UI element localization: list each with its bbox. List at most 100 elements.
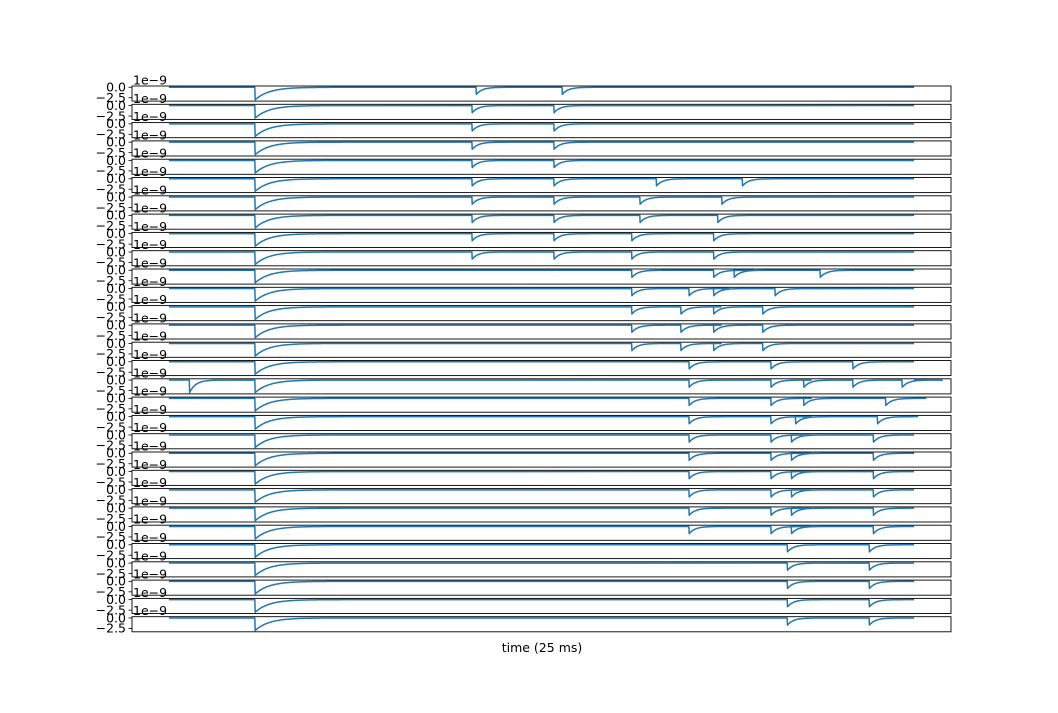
offset-label-12: 1e−9 — [133, 274, 167, 289]
y-tick-label-15-1: 0.0 — [106, 336, 126, 351]
offset-label-10: 1e−9 — [133, 237, 167, 252]
panel-frame-10 — [131, 250, 952, 267]
y-tick-label-26-1: 0.0 — [106, 537, 126, 552]
panel-frame-5 — [131, 158, 952, 175]
panel-frame-17 — [131, 378, 952, 395]
panel-frame-22 — [131, 469, 952, 486]
y-tick-label-12-1: 0.0 — [106, 281, 126, 296]
y-tick-label-21-1: 0.0 — [106, 446, 126, 461]
offset-label-8: 1e−9 — [133, 201, 167, 216]
trace-17 — [168, 379, 943, 394]
y-tick-label-13-1: 0.0 — [106, 299, 126, 314]
panel-frame-25 — [131, 524, 952, 541]
y-tick-label-23-1: 0.0 — [106, 482, 126, 497]
panel-frame-12 — [131, 286, 952, 303]
y-tick-label-14-2: −2.5 — [96, 328, 126, 343]
trace-26 — [168, 544, 915, 559]
y-tick-label-6-1: 0.0 — [106, 171, 126, 186]
trace-23 — [168, 489, 915, 504]
offset-label-3: 1e−9 — [133, 109, 167, 124]
offset-label-6: 1e−9 — [133, 164, 167, 179]
trace-2 — [168, 104, 915, 119]
trace-9 — [168, 232, 915, 247]
panel-frame-18 — [131, 396, 952, 413]
y-tick-label-29-2: −2.5 — [96, 602, 126, 617]
offset-label-18: 1e−9 — [133, 384, 167, 399]
panel-frame-15 — [131, 341, 952, 358]
panel-frame-9 — [131, 231, 952, 248]
panel-frame-7 — [131, 195, 952, 212]
y-tick-label-28-2: −2.5 — [96, 584, 126, 599]
trace-28 — [168, 580, 915, 595]
y-tick-label-10-2: −2.5 — [96, 255, 126, 270]
offset-label-2: 1e−9 — [133, 91, 167, 106]
y-tick-label-18-2: −2.5 — [96, 401, 126, 416]
y-tick-label-20-1: 0.0 — [106, 427, 126, 442]
panel-frame-11 — [131, 268, 952, 285]
trace-21 — [168, 452, 915, 467]
offset-label-26: 1e−9 — [133, 530, 167, 545]
panel-frame-28 — [131, 579, 952, 596]
trace-19 — [168, 415, 919, 430]
y-tick-label-26-2: −2.5 — [96, 548, 126, 563]
y-tick-label-16-1: 0.0 — [106, 354, 126, 369]
panel-frame-27 — [131, 561, 952, 578]
y-tick-label-27-1: 0.0 — [106, 555, 126, 570]
y-tick-label-22-1: 0.0 — [106, 464, 126, 479]
trace-22 — [168, 470, 915, 485]
y-tick-label-19-1: 0.0 — [106, 409, 126, 424]
trace-27 — [168, 562, 915, 577]
panel-frame-4 — [131, 140, 952, 157]
trace-4 — [168, 141, 915, 156]
trace-5 — [168, 159, 915, 174]
panels-group: 0.0−2.51e−90.0−2.51e−90.0−2.51e−90.0−2.5… — [96, 73, 952, 636]
y-tick-label-8-1: 0.0 — [106, 208, 126, 223]
y-tick-label-5-1: 0.0 — [106, 153, 126, 168]
y-tick-label-4-2: −2.5 — [96, 145, 126, 160]
panel-frame-24 — [131, 506, 952, 523]
offset-label-17: 1e−9 — [133, 365, 167, 380]
y-tick-label-7-2: −2.5 — [96, 200, 126, 215]
offset-label-20: 1e−9 — [133, 420, 167, 435]
y-tick-label-3-1: 0.0 — [106, 116, 126, 131]
trace-14 — [168, 324, 915, 339]
y-tick-label-30-1: 0.0 — [106, 610, 126, 625]
offset-label-5: 1e−9 — [133, 146, 167, 161]
y-tick-label-30-2: −2.5 — [96, 621, 126, 636]
offset-label-25: 1e−9 — [133, 512, 167, 527]
y-tick-label-20-2: −2.5 — [96, 438, 126, 453]
offset-label-4: 1e−9 — [133, 127, 167, 142]
panel-frame-19 — [131, 414, 952, 431]
y-tick-label-5-2: −2.5 — [96, 163, 126, 178]
trace-12 — [168, 287, 915, 302]
y-tick-label-13-2: −2.5 — [96, 310, 126, 325]
y-tick-label-28-1: 0.0 — [106, 574, 126, 589]
offset-label-9: 1e−9 — [133, 219, 167, 234]
offset-label-21: 1e−9 — [133, 439, 167, 454]
trace-20 — [168, 434, 915, 449]
trace-10 — [168, 251, 915, 266]
y-tick-label-27-2: −2.5 — [96, 566, 126, 581]
y-tick-label-8-2: −2.5 — [96, 218, 126, 233]
panel-frame-16 — [131, 360, 952, 377]
trace-16 — [168, 361, 915, 376]
panel-frame-21 — [131, 451, 952, 468]
panel-frame-14 — [131, 323, 952, 340]
trace-30 — [168, 617, 915, 632]
trace-13 — [168, 306, 915, 321]
offset-label-19: 1e−9 — [133, 402, 167, 417]
offset-label-7: 1e−9 — [133, 182, 167, 197]
offset-label-29: 1e−9 — [133, 585, 167, 600]
y-tick-label-1-2: −2.5 — [96, 90, 126, 105]
y-tick-label-4-1: 0.0 — [106, 134, 126, 149]
y-tick-label-19-2: −2.5 — [96, 419, 126, 434]
x-axis-label: time (25 ms) — [502, 640, 583, 655]
trace-11 — [168, 269, 915, 284]
panel-frame-23 — [131, 488, 952, 505]
trace-6 — [168, 178, 915, 193]
y-tick-label-11-1: 0.0 — [106, 263, 126, 278]
trace-24 — [168, 507, 915, 522]
offset-label-24: 1e−9 — [133, 493, 167, 508]
panel-frame-1 — [131, 85, 952, 102]
y-tick-label-25-2: −2.5 — [96, 529, 126, 544]
